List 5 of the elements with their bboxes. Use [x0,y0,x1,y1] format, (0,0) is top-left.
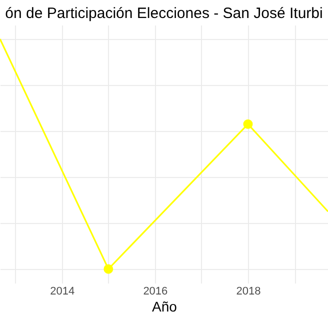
x-tick-label: 2016 [143,286,168,298]
x-axis-title: Año [152,298,178,314]
x-tick-label: 2014 [50,286,75,298]
chart-title: ón de Participación Elecciones - San José Iturbi [5,5,323,22]
x-tick-label: 2018 [236,286,261,298]
